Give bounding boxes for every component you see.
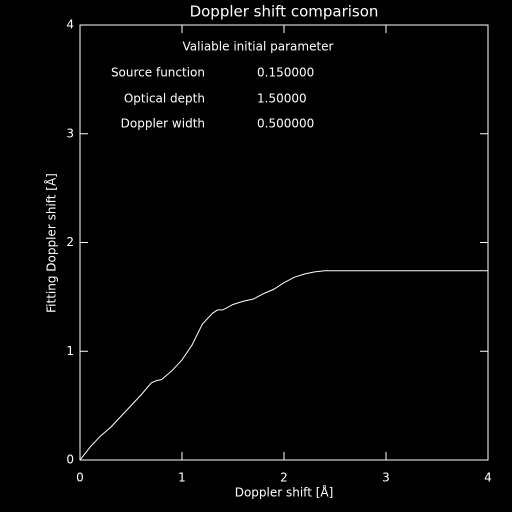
x-tick-label: 1 — [178, 471, 186, 485]
parameter-value: 0.500000 — [257, 117, 314, 131]
parameter-value: 1.50000 — [257, 92, 307, 106]
x-tick-label: 3 — [382, 471, 390, 485]
y-tick-label: 2 — [66, 235, 74, 249]
data-line — [79, 270, 488, 461]
parameter-name: Source function — [111, 66, 205, 80]
y-axis-label: Fitting Doppler shift [Å] — [44, 173, 59, 313]
y-tick-label: 4 — [66, 18, 74, 32]
chart-title: Doppler shift comparison — [190, 3, 379, 21]
x-tick-label: 4 — [484, 471, 492, 485]
x-axis-label: Doppler shift [Å] — [235, 485, 334, 500]
parameter-name: Optical depth — [124, 92, 205, 106]
y-tick-label: 0 — [66, 453, 74, 467]
parameter-name: Doppler width — [121, 117, 205, 131]
annotation-heading: Valiable initial parameter — [183, 40, 334, 54]
parameter-value: 0.150000 — [257, 66, 314, 80]
y-tick-label: 3 — [66, 126, 74, 140]
x-tick-label: 2 — [280, 471, 288, 485]
x-tick-label: 0 — [76, 471, 84, 485]
y-tick-label: 1 — [66, 344, 74, 358]
